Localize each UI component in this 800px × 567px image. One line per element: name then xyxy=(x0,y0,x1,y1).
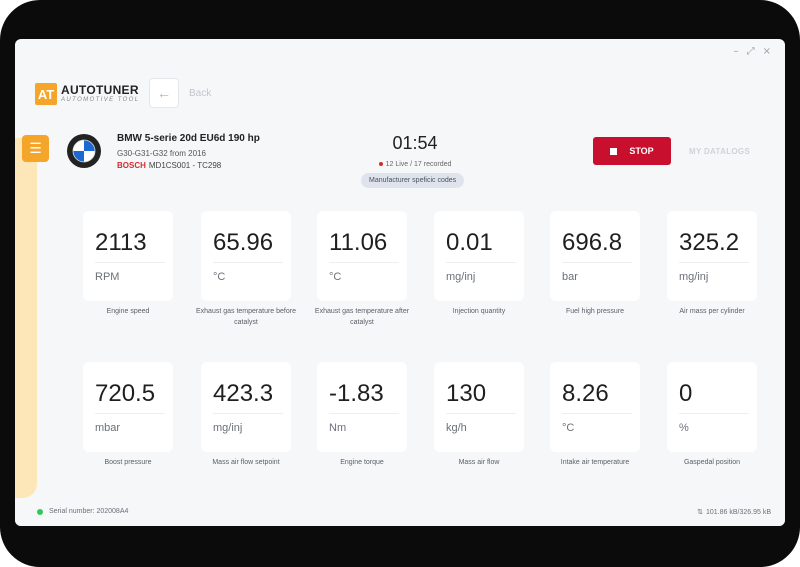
gauge-divider xyxy=(213,413,283,414)
serial-number: Serial number: 202008A4 xyxy=(49,508,129,515)
vehicle-info: BMW 5-serie 20d EU6d 190 hp G30-G31-G32 … xyxy=(117,133,260,170)
gauge-unit: bar xyxy=(562,271,578,283)
arrow-left-icon: ← xyxy=(157,85,171,101)
record-dot-icon xyxy=(378,162,383,167)
hamburger-menu-icon: ☰ xyxy=(29,140,42,156)
gauge-divider xyxy=(329,413,399,414)
session-timer: 01:54 xyxy=(392,133,438,153)
gauge-unit: mg/inj xyxy=(213,422,243,434)
gauge-tile[interactable]: 423.3 mg/inj xyxy=(201,362,291,452)
gauge-value: 0 xyxy=(679,380,693,407)
gauge-divider xyxy=(446,262,516,263)
gauge-unit: mbar xyxy=(95,422,121,434)
gauge-value: 423.3 xyxy=(213,380,274,407)
gauge-value: 2113 xyxy=(95,229,147,256)
logo-tagline: AUTOMOTIVE TOOL xyxy=(61,97,140,103)
logo-name: AUTOTUNER xyxy=(61,83,139,97)
gauge-unit: % xyxy=(679,422,689,434)
gauge-unit: °C xyxy=(213,271,226,283)
bmw-logo xyxy=(67,134,101,168)
app-logo: AT AUTOTUNER AUTOMOTIVE TOOL xyxy=(35,83,139,105)
close-icon[interactable]: × xyxy=(762,46,771,57)
gauge-label: Engine speed xyxy=(106,308,150,315)
recording-count: 12 Live / 17 recorded xyxy=(385,161,452,168)
gauge-label: Intake air temperature xyxy=(560,459,630,466)
gauge-value: 11.06 xyxy=(329,229,388,256)
gauge-unit: °C xyxy=(329,271,342,283)
gauge-unit: mg/inj xyxy=(446,271,476,283)
gauge-label: Air mass per cylinder xyxy=(679,308,745,315)
status-bar: Serial number: 202008A4 ⇅ 101.86 kB/326.9… xyxy=(15,500,785,526)
gauge-divider xyxy=(95,413,165,414)
logo-badge: AT xyxy=(35,83,57,105)
gauge-label: Boost pressure xyxy=(104,459,152,466)
gauge-tile[interactable]: -1.83 Nm xyxy=(317,362,407,452)
gauge-tile[interactable]: 2113 RPM xyxy=(83,211,173,301)
gauge-value: 0.01 xyxy=(446,229,493,256)
gauge-divider xyxy=(213,262,283,263)
gauge-tile[interactable]: 0.01 mg/inj xyxy=(434,211,524,301)
gauge-unit: °C xyxy=(562,422,575,434)
gauge-tile[interactable]: 325.2 mg/inj xyxy=(667,211,757,301)
gauge-tile[interactable]: 65.96 °C xyxy=(201,211,291,301)
minimize-icon[interactable]: – xyxy=(733,46,739,57)
gauge-value: 130 xyxy=(446,380,487,407)
back-label[interactable]: Back xyxy=(189,88,212,99)
gauge-unit: mg/inj xyxy=(679,271,709,283)
gauge-divider xyxy=(95,262,165,263)
gauge-tile[interactable]: 130 kg/h xyxy=(434,362,524,452)
recording-status: 12 Live / 17 recorded xyxy=(355,161,475,168)
gauge-label: Exhaust gas temperature before catalyst xyxy=(195,308,296,326)
gauge-tile[interactable]: 8.26 °C xyxy=(550,362,640,452)
gauge-label: Mass air flow xyxy=(458,459,500,466)
sidebar-rail xyxy=(15,138,37,498)
gauge-label: Gaspedal position xyxy=(683,459,741,466)
gauge-label: Fuel high pressure xyxy=(566,308,624,315)
gauge-label: Exhaust gas temperature after catalyst xyxy=(314,308,410,326)
gauge-value: 65.96 xyxy=(213,229,274,256)
window-controls: – ⤢ × xyxy=(734,47,771,57)
gauge-tile[interactable]: 11.06 °C xyxy=(317,211,407,301)
stop-button[interactable]: STOP xyxy=(593,137,671,165)
gauge-tile[interactable]: 0% xyxy=(667,362,757,452)
stop-icon xyxy=(610,147,618,155)
gauge-value: 325.2 xyxy=(679,229,740,256)
gauge-label: Engine torque xyxy=(340,459,384,466)
my-datalogs-link[interactable]: MY DATALOGS xyxy=(689,147,751,156)
manufacturer-codes-button[interactable]: Manufacturer speficic codes xyxy=(361,173,465,188)
gauge-unit: kg/h xyxy=(446,422,467,434)
gauge-divider xyxy=(562,413,632,414)
vehicle-models: G30-G31-G32 from 2016 xyxy=(117,149,206,158)
gauge-divider xyxy=(446,413,516,414)
serial-status: Serial number: 202008A4 xyxy=(37,508,128,515)
gauge-divider xyxy=(329,262,399,263)
vehicle-ecu: BOSCH MD1CS001 - TC298 xyxy=(117,161,260,170)
connection-status-icon xyxy=(37,508,43,515)
app-window: – ⤢ × AT AUTOTUNER AUTOMOTIVE TOOL ← Bac… xyxy=(15,39,785,526)
transfer-amount: 101.86 kB/326.95 kB xyxy=(706,509,771,516)
vehicle-title: BMW 5-serie 20d EU6d 190 hp xyxy=(117,133,260,144)
ecu-brand: BOSCH xyxy=(117,161,146,170)
transfer-status: ⇅ 101.86 kB/326.95 kB xyxy=(697,508,771,516)
session-timer-block: 01:54 12 Live / 17 recorded xyxy=(355,133,475,168)
gauge-divider xyxy=(679,413,749,414)
menu-button[interactable]: ☰ xyxy=(22,135,49,162)
gauge-label: Injection quantity xyxy=(452,308,506,315)
gauge-value: 720.5 xyxy=(95,380,156,407)
gauge-label: Mass air flow setpoint xyxy=(212,459,280,466)
gauge-divider xyxy=(679,262,749,263)
gauge-tile[interactable]: 696.8 bar xyxy=(550,211,640,301)
gauge-tile[interactable]: 720.5 mbar xyxy=(83,362,173,452)
gauge-divider xyxy=(562,262,632,263)
transfer-arrows-icon: ⇅ xyxy=(697,509,703,516)
gauge-unit: Nm xyxy=(329,422,347,434)
back-button[interactable]: ← xyxy=(149,78,179,108)
gauge-value: -1.83 xyxy=(329,380,384,407)
gauge-unit: RPM xyxy=(95,271,120,283)
gauge-value: 696.8 xyxy=(562,229,623,256)
ecu-id: MD1CS001 - TC298 xyxy=(148,161,222,170)
stop-label: STOP xyxy=(629,146,654,156)
gauge-value: 8.26 xyxy=(562,380,609,407)
maximize-icon[interactable]: ⤢ xyxy=(746,46,755,57)
